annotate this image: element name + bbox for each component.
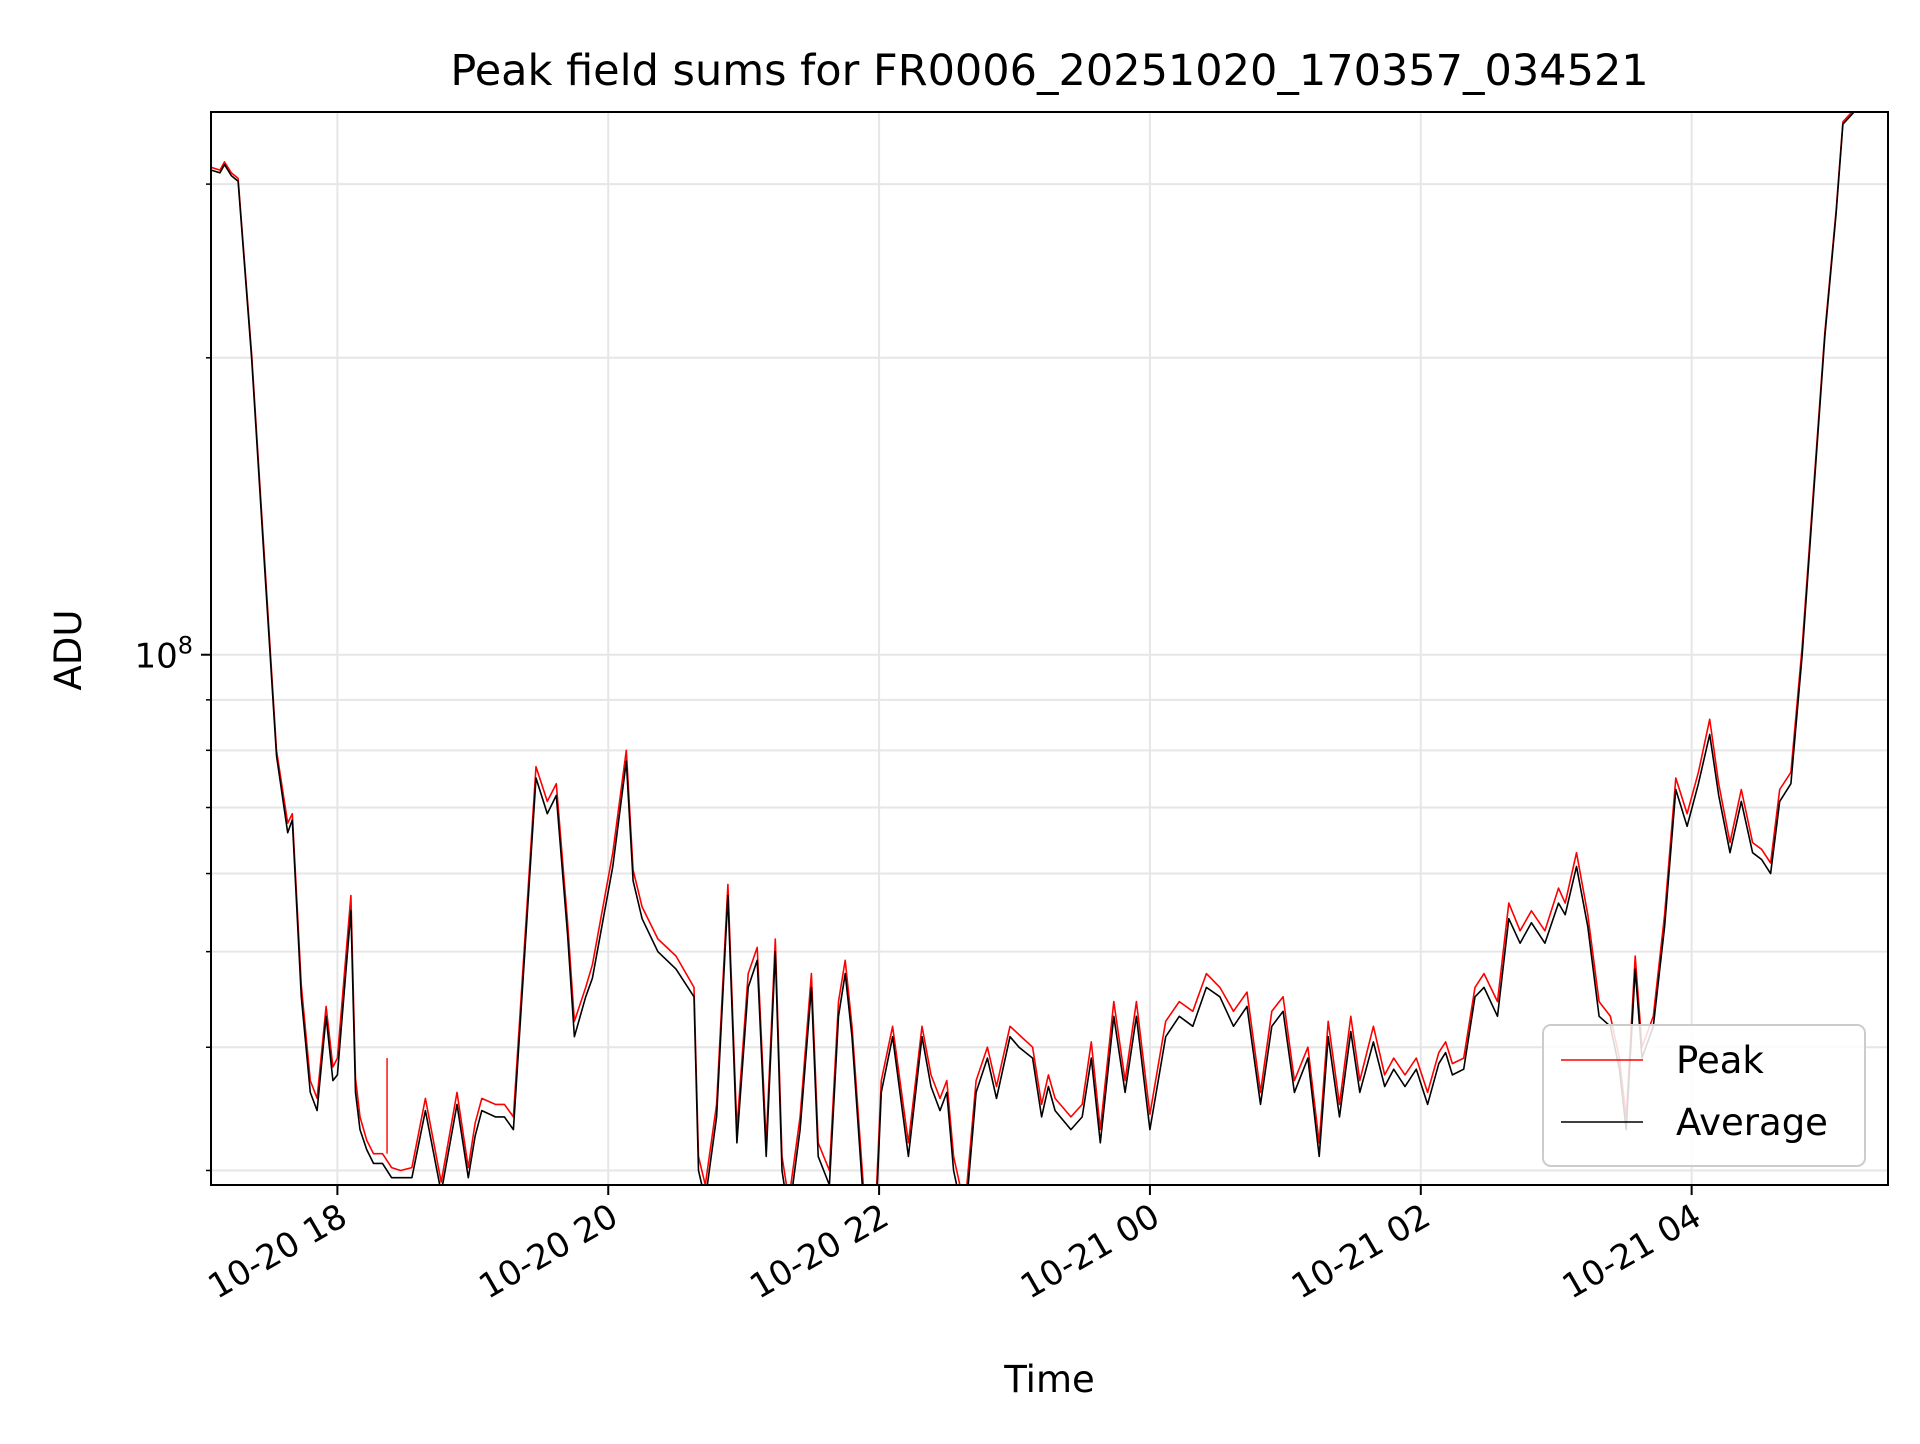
plot-frame (210, 111, 1889, 1186)
y-axis-label: ADU (47, 610, 90, 691)
series-layer (211, 112, 1855, 1185)
y-tick-label: 108 (134, 632, 193, 677)
peak-series-line (211, 112, 1853, 1185)
average-series-line (211, 112, 1855, 1185)
y-tick-label-exponent: 8 (178, 632, 193, 660)
x-axis-label: Time (1003, 1358, 1095, 1401)
legend-peak-label: Peak (1676, 1039, 1764, 1082)
legend-average-label: Average (1676, 1101, 1828, 1144)
chart-title: Peak field sums for FR0006_20251020_1703… (450, 46, 1648, 96)
y-tick-label-base: 10 (134, 637, 177, 677)
grid-layer (211, 112, 1888, 1185)
legend: Peak Average (1542, 1024, 1866, 1167)
